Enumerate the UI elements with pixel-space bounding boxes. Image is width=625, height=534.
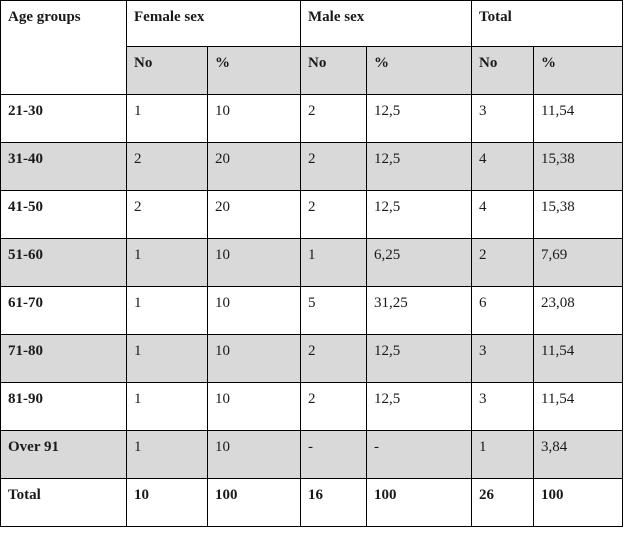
total-pct-cell: 3,84 [533, 430, 624, 479]
total-header: Total [471, 0, 624, 47]
total-no-total: 26 [471, 478, 535, 527]
total-no-cell: 1 [471, 430, 535, 479]
table-row: 21-30 1 10 2 12,5 3 11,54 [0, 94, 624, 143]
age-cell: 71-80 [0, 334, 127, 383]
total-no-cell: 3 [471, 94, 535, 143]
female-no-total: 10 [126, 478, 208, 527]
total-no-cell: 2 [471, 238, 535, 287]
total-pct-cell: 7,69 [533, 238, 624, 287]
total-pct-cell: 11,54 [533, 334, 624, 383]
table-row: 71-80 1 10 2 12,5 3 11,54 [0, 334, 624, 383]
total-no-cell: 3 [471, 382, 535, 431]
male-pct-cell: 12,5 [366, 334, 473, 383]
male-pct-cell: 12,5 [366, 190, 473, 239]
age-cell: 51-60 [0, 238, 127, 287]
female-pct-cell: 10 [206, 238, 302, 287]
header-row-groups: Age groups Female sex Male sex Total [0, 0, 624, 95]
male-no-cell: 5 [300, 286, 368, 335]
total-no-cell: 4 [471, 142, 535, 191]
table-row: Over 91 1 10 - - 1 3,84 [0, 430, 624, 479]
female-no-cell: 2 [126, 190, 208, 239]
age-cell: 31-40 [0, 142, 127, 191]
age-cell: Over 91 [0, 430, 127, 479]
age-cell: 81-90 [0, 382, 127, 431]
total-no-cell: 6 [471, 286, 535, 335]
female-pct-header: % [206, 46, 302, 95]
total-pct-total: 100 [533, 478, 624, 527]
male-no-cell: 2 [300, 334, 368, 383]
table-row: 41-50 2 20 2 12,5 4 15,38 [0, 190, 624, 239]
male-no-total: 16 [300, 478, 368, 527]
female-no-cell: 1 [126, 334, 208, 383]
female-no-header: No [126, 46, 208, 95]
age-groups-header: Age groups [0, 0, 127, 95]
table-row: 81-90 1 10 2 12,5 3 11,54 [0, 382, 624, 431]
male-pct-cell: 12,5 [366, 94, 473, 143]
total-no-cell: 4 [471, 190, 535, 239]
total-pct-cell: 15,38 [533, 190, 624, 239]
female-pct-cell: 20 [206, 190, 302, 239]
male-no-cell: 2 [300, 382, 368, 431]
total-label-cell: Total [0, 478, 127, 527]
male-pct-cell: 12,5 [366, 142, 473, 191]
male-pct-total: 100 [366, 478, 473, 527]
header-row-subcolumns: No % No % No % [1, 46, 624, 95]
total-pct-cell: 11,54 [533, 94, 624, 143]
female-pct-cell: 10 [206, 286, 302, 335]
male-pct-header: % [366, 46, 473, 95]
male-pct-cell: 31,25 [366, 286, 473, 335]
female-pct-cell: 10 [206, 94, 302, 143]
male-pct-cell: 12,5 [366, 382, 473, 431]
table-row: 31-40 2 20 2 12,5 4 15,38 [0, 142, 624, 191]
male-sex-header: Male sex [300, 0, 473, 47]
female-no-cell: 1 [126, 94, 208, 143]
male-no-header: No [300, 46, 368, 95]
female-no-cell: 1 [126, 238, 208, 287]
age-cell: 41-50 [0, 190, 127, 239]
male-pct-cell: - [366, 430, 473, 479]
male-pct-cell: 6,25 [366, 238, 473, 287]
male-no-cell: 2 [300, 94, 368, 143]
male-no-cell: 2 [300, 190, 368, 239]
female-pct-cell: 10 [206, 334, 302, 383]
age-cell: 61-70 [0, 286, 127, 335]
female-no-cell: 2 [126, 142, 208, 191]
total-pct-header: % [533, 46, 624, 95]
total-pct-cell: 23,08 [533, 286, 624, 335]
total-pct-cell: 15,38 [533, 142, 624, 191]
female-no-cell: 1 [126, 430, 208, 479]
male-no-cell: 1 [300, 238, 368, 287]
age-cell: 21-30 [0, 94, 127, 143]
male-no-cell: - [300, 430, 368, 479]
female-pct-cell: 20 [206, 142, 302, 191]
male-no-cell: 2 [300, 142, 368, 191]
table-row: 61-70 1 10 5 31,25 6 23,08 [0, 286, 624, 335]
total-pct-cell: 11,54 [533, 382, 624, 431]
female-no-cell: 1 [126, 286, 208, 335]
female-sex-header: Female sex [125, 0, 302, 47]
table-row: 51-60 1 10 1 6,25 2 7,69 [0, 238, 624, 287]
female-pct-cell: 10 [206, 382, 302, 431]
total-no-cell: 3 [471, 334, 535, 383]
total-no-header: No [471, 46, 535, 95]
female-pct-cell: 10 [206, 430, 302, 479]
female-no-cell: 1 [126, 382, 208, 431]
total-row: Total 10 100 16 100 26 100 [0, 478, 624, 527]
female-pct-total: 100 [206, 478, 302, 527]
